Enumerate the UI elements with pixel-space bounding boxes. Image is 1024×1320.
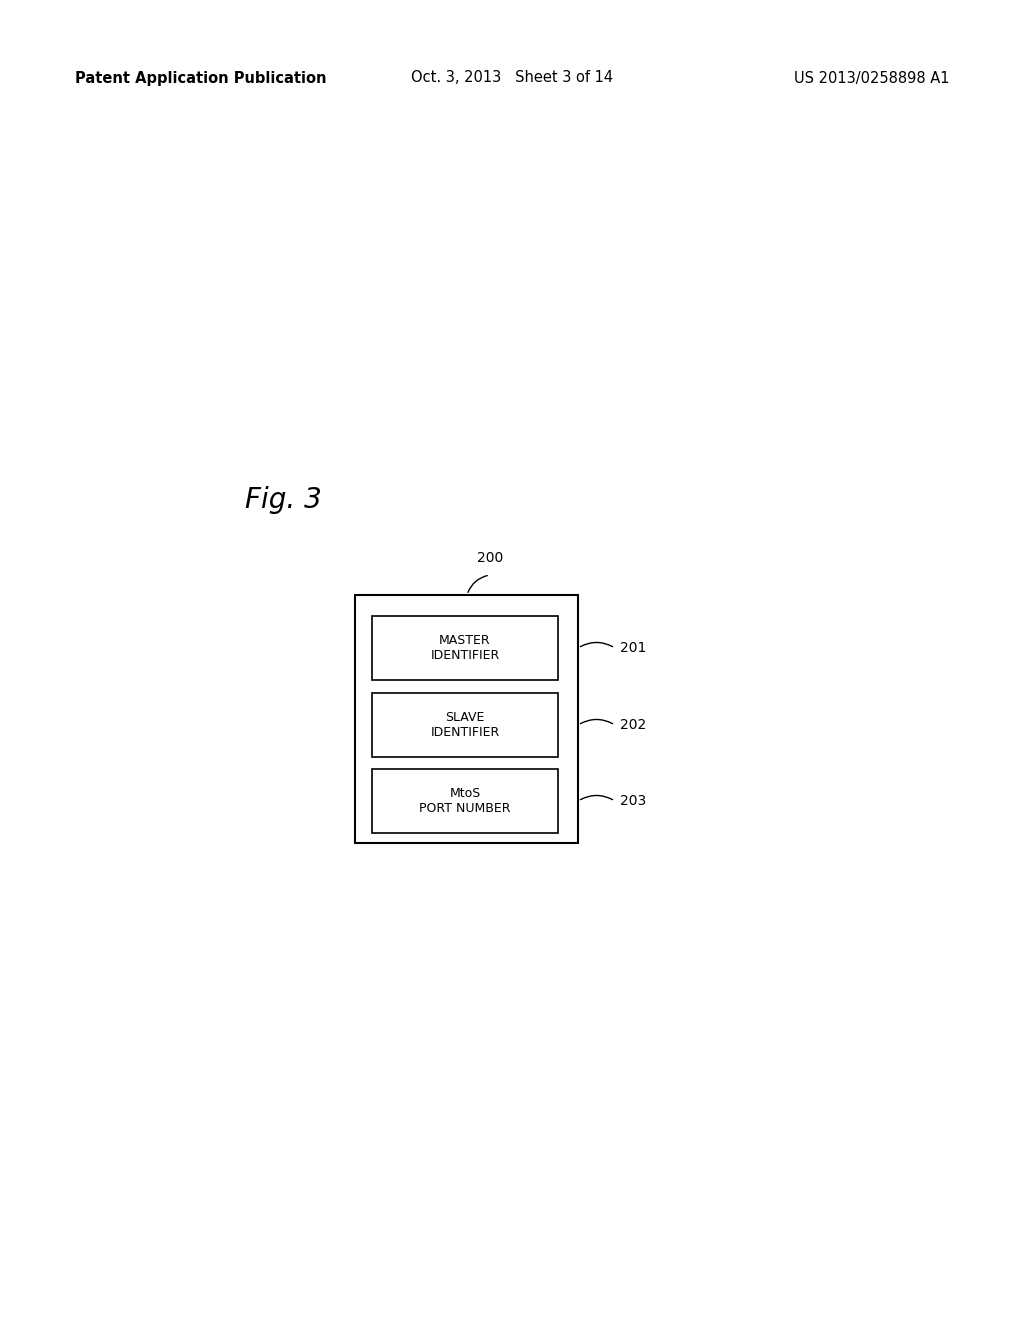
Text: 200: 200: [477, 550, 503, 565]
Bar: [372, 616, 558, 680]
Text: Oct. 3, 2013   Sheet 3 of 14: Oct. 3, 2013 Sheet 3 of 14: [411, 70, 613, 86]
Text: SLAVE
IDENTIFIER: SLAVE IDENTIFIER: [430, 711, 500, 739]
Bar: [355, 595, 578, 843]
Text: Fig. 3: Fig. 3: [245, 486, 322, 513]
Text: 203: 203: [620, 795, 646, 808]
Text: MtoS
PORT NUMBER: MtoS PORT NUMBER: [419, 787, 511, 814]
Text: Patent Application Publication: Patent Application Publication: [75, 70, 327, 86]
Text: 201: 201: [620, 642, 646, 655]
Text: US 2013/0258898 A1: US 2013/0258898 A1: [795, 70, 950, 86]
Bar: [372, 770, 558, 833]
Text: MASTER
IDENTIFIER: MASTER IDENTIFIER: [430, 634, 500, 663]
Text: 202: 202: [620, 718, 646, 733]
Bar: [372, 693, 558, 756]
